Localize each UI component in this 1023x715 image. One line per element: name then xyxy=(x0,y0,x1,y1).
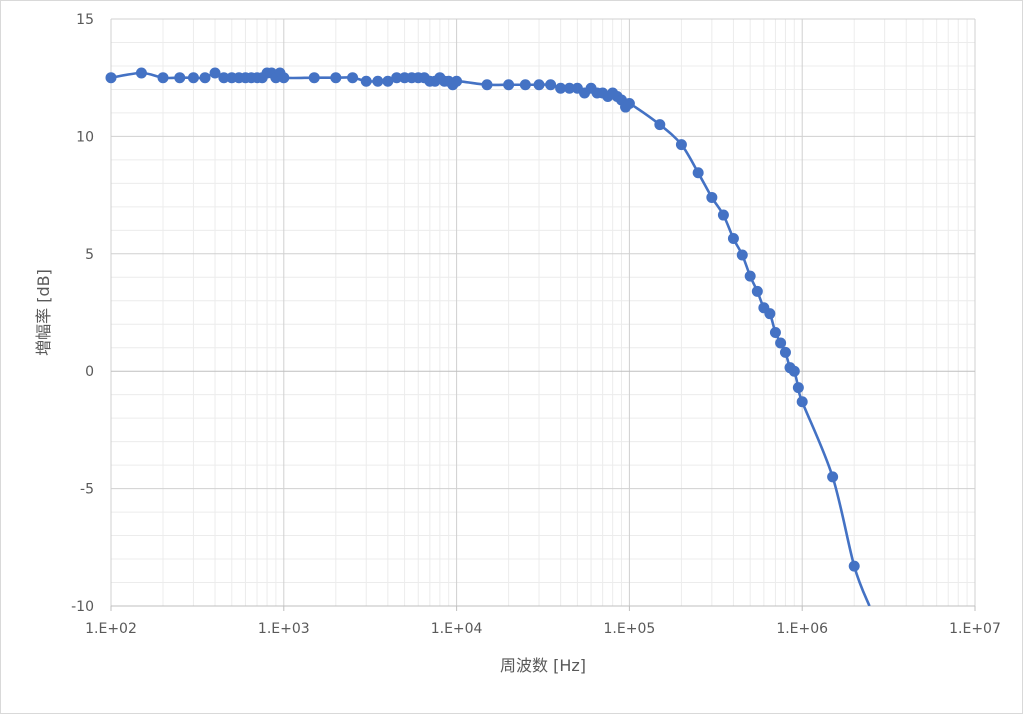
data-point xyxy=(736,249,748,261)
data-point xyxy=(788,365,800,377)
x-tick-label: 1.E+05 xyxy=(604,621,656,637)
x-tick-label: 1.E+02 xyxy=(85,621,137,637)
data-point xyxy=(792,382,804,394)
data-point xyxy=(675,139,687,151)
data-point xyxy=(706,191,718,203)
x-tick-label: 1.E+04 xyxy=(431,621,483,637)
data-point xyxy=(827,471,839,483)
y-tick-label: 0 xyxy=(85,364,94,380)
data-point xyxy=(157,72,169,84)
data-point xyxy=(330,72,342,84)
data-point xyxy=(533,79,545,91)
data-point xyxy=(308,72,320,84)
x-tick-label: 1.E+03 xyxy=(258,621,310,637)
data-point xyxy=(105,72,117,84)
data-point xyxy=(654,119,666,131)
data-point xyxy=(187,72,199,84)
data-point xyxy=(623,98,635,110)
data-point xyxy=(779,346,791,358)
y-tick-label: 15 xyxy=(76,12,94,28)
data-point xyxy=(769,326,781,338)
data-point xyxy=(751,285,763,297)
data-point xyxy=(848,560,860,572)
series-layer xyxy=(105,67,871,606)
data-point xyxy=(199,72,211,84)
data-point xyxy=(372,75,384,87)
y-tick-label: 5 xyxy=(85,247,94,263)
data-point xyxy=(545,79,557,91)
data-point xyxy=(796,396,808,408)
data-point xyxy=(692,167,704,179)
y-tick-label: 10 xyxy=(76,129,94,145)
data-point xyxy=(360,75,372,87)
grid xyxy=(110,18,976,607)
data-point xyxy=(174,72,186,84)
data-point xyxy=(278,72,290,84)
y-axis-title: 増幅率 [dB] xyxy=(34,269,53,356)
y-tick-label: -5 xyxy=(80,482,94,498)
data-point xyxy=(744,270,756,282)
data-point xyxy=(209,67,221,79)
tick-labels: 1.E+02 1.E+03 1.E+04 1.E+05 1.E+06 1.E+07 15 10… xyxy=(71,12,1001,637)
data-point xyxy=(135,67,147,79)
y-tick-label: -10 xyxy=(71,599,94,615)
data-point xyxy=(775,337,787,349)
x-tick-label: 1.E+06 xyxy=(776,621,828,637)
x-tick-label: 1.E+07 xyxy=(949,621,1001,637)
data-point xyxy=(764,308,776,320)
data-point xyxy=(451,75,463,87)
series-line xyxy=(111,71,871,606)
data-point xyxy=(481,79,493,91)
data-point xyxy=(347,72,359,84)
data-point xyxy=(519,79,531,91)
data-point xyxy=(717,209,729,221)
x-axis-title: 周波数 [Hz] xyxy=(500,656,586,675)
data-point xyxy=(503,79,515,91)
data-point xyxy=(727,233,739,245)
axes xyxy=(110,605,976,611)
